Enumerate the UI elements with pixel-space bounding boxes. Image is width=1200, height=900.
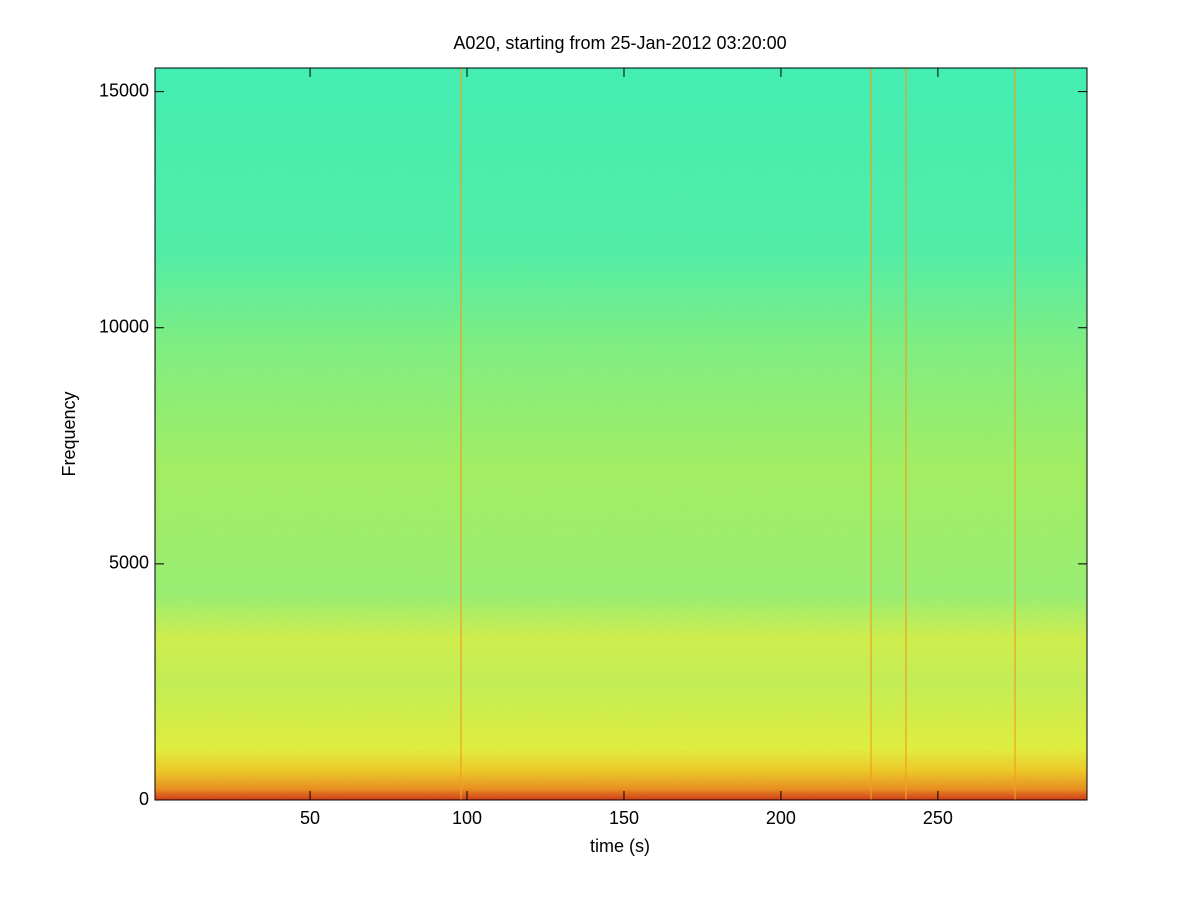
x-tick-label: 50 — [300, 808, 320, 828]
chart-title: A020, starting from 25-Jan-2012 03:20:00 — [453, 33, 786, 53]
y-tick-label: 10000 — [99, 316, 149, 336]
x-tick-label: 250 — [923, 808, 953, 828]
x-tick-label: 100 — [452, 808, 482, 828]
x-axis-label: time (s) — [590, 836, 650, 856]
y-tick-label: 5000 — [109, 553, 149, 573]
spectrogram-image — [155, 68, 1087, 800]
x-tick-label: 150 — [609, 808, 639, 828]
y-tick-label: 0 — [139, 789, 149, 809]
x-tick-label: 200 — [766, 808, 796, 828]
y-axis-label: Frequency — [59, 391, 79, 476]
plot-frame — [154, 67, 1088, 801]
y-tick-label: 15000 — [99, 80, 149, 100]
